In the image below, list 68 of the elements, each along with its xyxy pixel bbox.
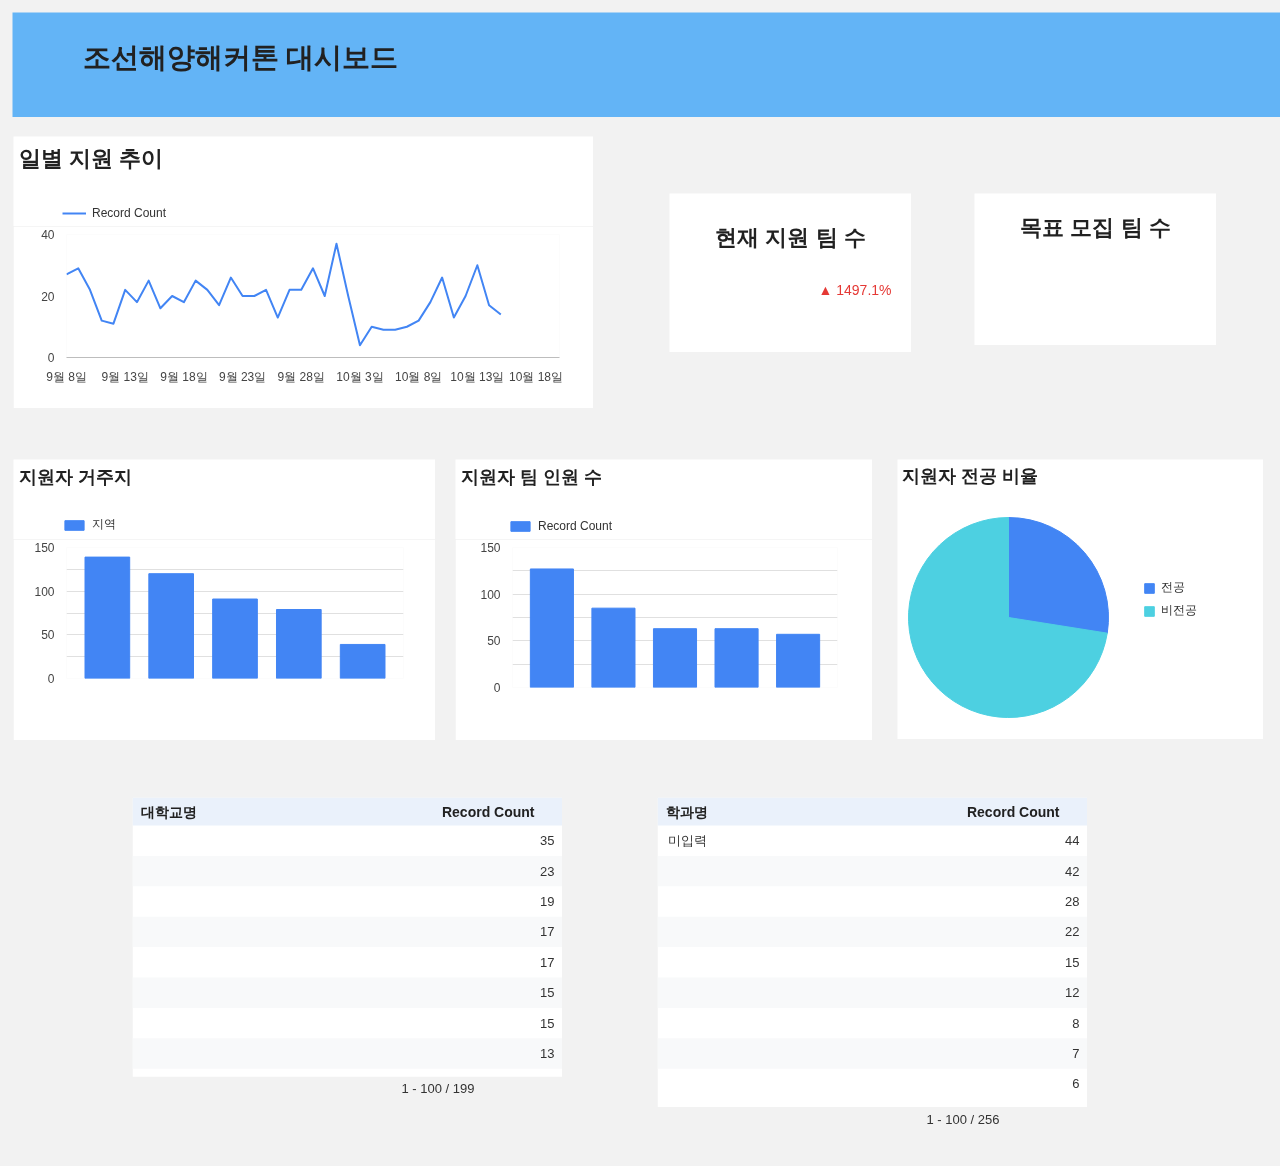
data-label: 19 [540, 894, 555, 909]
text: 목표 모집 팀 수 [1020, 215, 1171, 240]
bar [714, 628, 759, 688]
legend-label: 비전공 [1161, 602, 1197, 619]
x-tick-label: 9월 13일 [101, 369, 149, 384]
y-tick-label: 150 [34, 541, 55, 555]
legend-label: 전공 [1161, 579, 1185, 596]
text: 조선해양해커톤 대시보드 [82, 42, 399, 73]
chart-title: 지원자 팀 인원 수 [460, 466, 602, 487]
category-label: 미입력 [667, 833, 707, 849]
text: 1 - 100 / 256 [926, 1111, 1000, 1127]
chart-title: 일별 지원 추이 [18, 146, 163, 171]
bar [212, 598, 258, 679]
data-label: 44 [1065, 833, 1080, 849]
data-label: 13 [540, 1046, 555, 1061]
x-tick-label: 9월 18일 [160, 369, 208, 384]
bar [529, 568, 574, 688]
legend-label: 지역 [92, 516, 116, 533]
y-tick-label: 100 [480, 587, 501, 602]
data-label: 35 [540, 833, 555, 849]
data-label: 8 [1072, 1015, 1080, 1031]
data-label: 17 [540, 924, 555, 940]
text: 1 - 100 / 199 [401, 1081, 475, 1097]
data-label: 17 [540, 954, 555, 970]
text: 대학교명 [140, 803, 197, 820]
data-label: 22 [1065, 924, 1080, 940]
text: Record Count [966, 803, 1060, 820]
y-tick-label: 20 [41, 289, 55, 304]
bar [148, 573, 195, 679]
line-series [66, 242, 502, 347]
data-label: 7 [1072, 1046, 1080, 1061]
bar [275, 609, 322, 679]
x-tick-label: 10월 3일 [336, 369, 384, 384]
bar [652, 628, 698, 688]
x-tick-label: 9월 8일 [46, 369, 87, 384]
y-tick-label: 0 [47, 672, 55, 686]
bar [591, 607, 636, 688]
x-tick-label: 9월 28일 [277, 369, 325, 384]
chart-title: 지원자 거주지 [18, 466, 132, 487]
text: 학과명 [665, 803, 708, 820]
x-tick-label: 10월 13일 [450, 369, 505, 384]
bar [84, 556, 131, 679]
y-tick-label: 0 [47, 351, 55, 365]
data-label: 15 [1065, 954, 1080, 970]
data-label: 28 [1065, 894, 1080, 909]
y-tick-label: 0 [493, 681, 501, 695]
y-tick-label: 150 [480, 541, 501, 555]
text: Record Count [441, 803, 535, 820]
chart-title: 지원자 전공 비율 [901, 465, 1038, 486]
text: ▲ 1497.1% [818, 281, 892, 298]
data-label: 42 [1065, 863, 1080, 879]
data-label: 12 [1065, 985, 1080, 1001]
data-label: 15 [540, 1015, 555, 1031]
y-tick-label: 50 [487, 634, 501, 649]
y-tick-label: 40 [41, 228, 55, 242]
text: 현재 지원 팀 수 [715, 225, 866, 250]
x-tick-label: 10월 18일 [509, 369, 564, 384]
data-label: 15 [540, 985, 555, 1001]
data-label: 6 [1072, 1076, 1080, 1092]
legend-label: Record Count [92, 206, 167, 220]
x-tick-label: 9월 23일 [218, 369, 267, 384]
x-tick-label: 10월 8일 [394, 369, 443, 384]
y-tick-label: 50 [41, 628, 55, 643]
data-label: 23 [540, 863, 555, 879]
bar [339, 643, 386, 679]
legend-label: Record Count [538, 519, 613, 533]
y-tick-label: 100 [34, 584, 55, 599]
bar [776, 633, 821, 688]
